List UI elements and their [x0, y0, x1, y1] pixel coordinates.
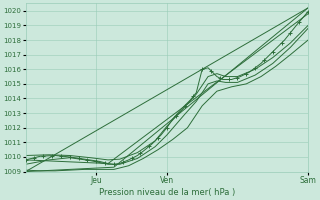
X-axis label: Pression niveau de la mer( hPa ): Pression niveau de la mer( hPa )	[99, 188, 235, 197]
